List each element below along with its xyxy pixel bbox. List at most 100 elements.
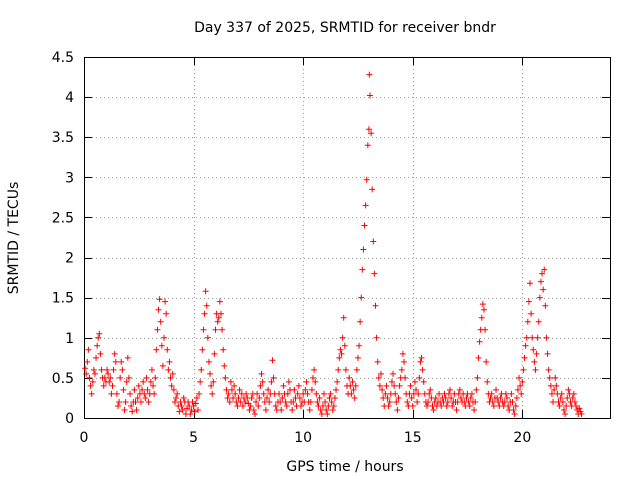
data-point [147, 378, 154, 385]
chart-title: Day 337 of 2025, SRMTID for receiver bnd… [194, 20, 496, 36]
data-point [165, 366, 172, 373]
data-point [262, 406, 269, 413]
data-point [569, 394, 576, 401]
data-point [230, 394, 237, 401]
data-point [402, 374, 409, 381]
data-point [225, 390, 232, 397]
data-point [109, 382, 116, 389]
data-point [107, 374, 114, 381]
data-point [223, 386, 230, 393]
data-point [228, 386, 235, 393]
data-point [215, 314, 222, 321]
data-point [199, 346, 206, 353]
data-point [316, 394, 323, 401]
data-point [560, 406, 567, 413]
data-point [341, 342, 348, 349]
data-point [346, 374, 353, 381]
data-point [258, 370, 265, 377]
data-point [100, 382, 107, 389]
data-point [382, 390, 389, 397]
data-point [398, 366, 405, 373]
data-point [160, 334, 167, 341]
data-point [143, 374, 150, 381]
data-point [400, 358, 407, 365]
data-point [546, 374, 553, 381]
data-point [530, 346, 537, 353]
data-point [202, 288, 209, 295]
data-point [548, 390, 555, 397]
data-point [365, 126, 372, 133]
data-point [374, 358, 381, 365]
data-point [122, 398, 129, 405]
data-point [482, 326, 489, 333]
data-point [356, 342, 363, 349]
data-point [302, 386, 309, 393]
data-point [124, 354, 131, 361]
data-point [319, 402, 326, 409]
data-point [399, 350, 406, 357]
x-tick-label: 0 [80, 430, 89, 446]
data-point [153, 346, 160, 353]
data-point [123, 378, 130, 385]
y-tick-label: 4.5 [52, 50, 74, 66]
data-point [207, 370, 214, 377]
data-point [193, 394, 200, 401]
data-point [159, 362, 166, 369]
y-tick-label: 1 [65, 331, 74, 347]
data-point [483, 358, 490, 365]
data-point [188, 406, 195, 413]
data-point [173, 394, 180, 401]
data-point [119, 366, 126, 373]
data-point [248, 394, 255, 401]
data-point [84, 358, 91, 365]
data-point [414, 398, 421, 405]
data-point [521, 354, 528, 361]
data-point [432, 394, 439, 401]
data-point [125, 374, 132, 381]
data-point [289, 406, 296, 413]
data-point [255, 402, 262, 409]
data-point [427, 386, 434, 393]
data-point [518, 390, 525, 397]
data-point [134, 394, 141, 401]
data-point [513, 394, 520, 401]
data-point [377, 370, 384, 377]
data-point [562, 410, 569, 417]
data-point [242, 398, 249, 405]
data-point [324, 410, 331, 417]
y-tick-label: 3.5 [52, 130, 74, 146]
data-point [516, 374, 523, 381]
data-point [296, 394, 303, 401]
data-point [284, 390, 291, 397]
data-point [550, 398, 557, 405]
data-point [416, 374, 423, 381]
data-point [189, 398, 196, 405]
data-point [383, 382, 390, 389]
data-point [327, 390, 334, 397]
data-point [176, 408, 183, 415]
data-point [200, 326, 207, 333]
data-point [222, 374, 229, 381]
data-point [152, 374, 159, 381]
data-point [304, 390, 311, 397]
data-point [413, 386, 420, 393]
x-tick-label: 20 [513, 430, 531, 446]
data-point [117, 374, 124, 381]
data-point [371, 270, 378, 277]
data-point [133, 406, 140, 413]
data-point [385, 402, 392, 409]
data-point [415, 390, 422, 397]
data-point [95, 334, 102, 341]
data-point [325, 402, 332, 409]
data-point [501, 398, 508, 405]
data-point [83, 370, 90, 377]
y-tick-label: 0.5 [52, 371, 74, 387]
data-point [508, 390, 515, 397]
data-point [386, 398, 393, 405]
data-point [514, 386, 521, 393]
data-point [127, 390, 134, 397]
data-point [279, 394, 286, 401]
data-point [490, 402, 497, 409]
data-point [253, 398, 260, 405]
